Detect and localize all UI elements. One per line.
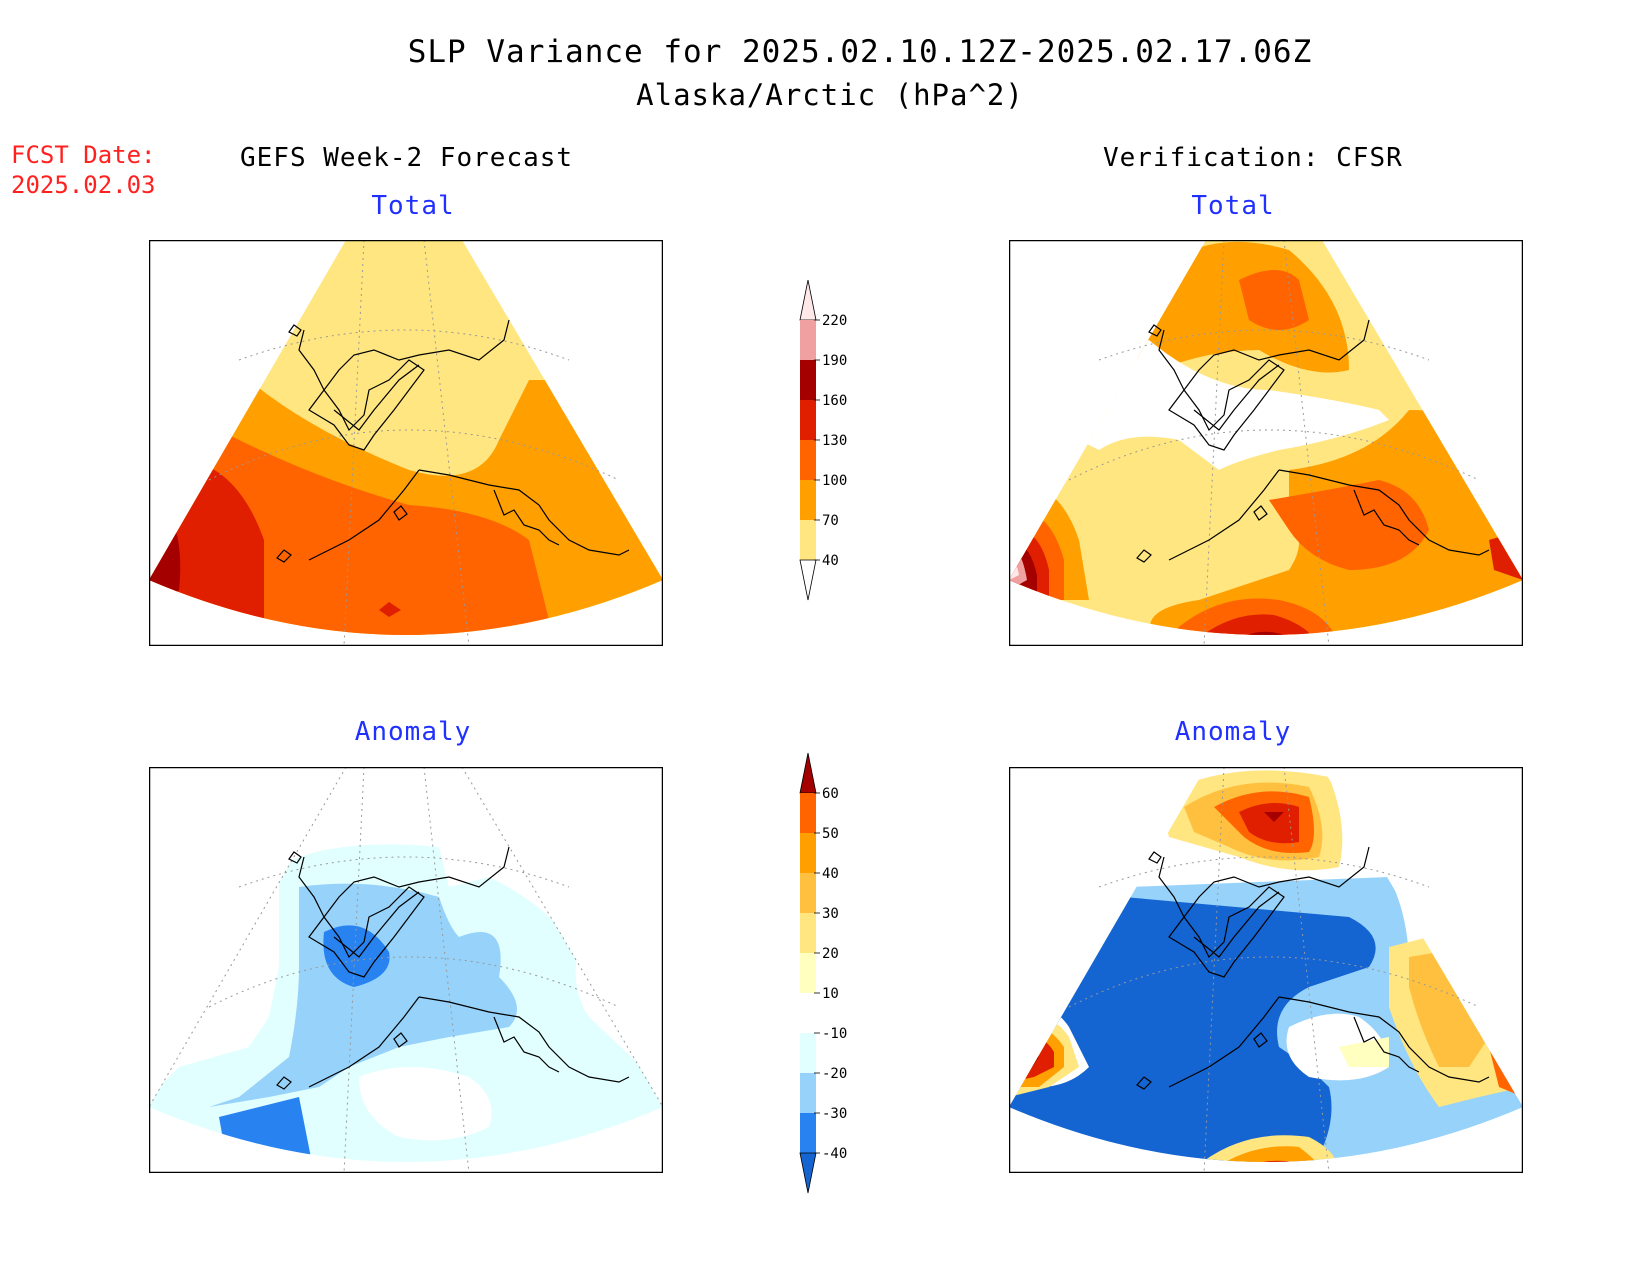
anomaly-colorbar: -40 -30 -20 -10 10 20 30 40 50 60: [790, 748, 870, 1198]
anomaly-colorbar-segment: [800, 873, 816, 913]
total-colorbar-tick-label: 190: [822, 353, 847, 369]
anomaly-colorbar-tick-label: 50: [822, 826, 839, 842]
total-colorbar-tick-label: 160: [822, 393, 847, 409]
anomaly-colorbar-bottom-arrow: [799, 1152, 817, 1194]
forecast-date-label: FCST Date:: [11, 141, 156, 169]
anomaly-colorbar-segment: [800, 793, 816, 833]
forecast-anomaly-map: [149, 767, 663, 1173]
forecast-anomaly-label: Anomaly: [354, 717, 472, 747]
verification-anomaly-map: [1009, 767, 1523, 1173]
total-colorbar-tick-label: 100: [822, 473, 847, 489]
anomaly-colorbar-tick-label: 10: [822, 986, 839, 1002]
total-colorbar-segment: [800, 480, 816, 520]
anomaly-colorbar-tick-label: 20: [822, 946, 839, 962]
chart-subtitle: Alaska/Arctic (hPa^2): [636, 78, 1024, 112]
total-colorbar: 40 70 100 130 160 190 220: [790, 280, 870, 610]
anomaly-colorbar-tick-label: -10: [822, 1026, 847, 1042]
chart-title: SLP Variance for 2025.02.10.12Z-2025.02.…: [407, 34, 1313, 70]
verification-total-map: [1009, 240, 1523, 646]
column-heading-verification: Verification: CFSR: [1103, 143, 1403, 173]
anomaly-colorbar-segment: [800, 1033, 816, 1073]
anomaly-colorbar-tick-label: -40: [822, 1146, 847, 1162]
total-colorbar-bottom-arrow: [799, 559, 817, 601]
forecast-date-block: FCST Date: 2025.02.03: [11, 140, 156, 200]
total-colorbar-top-arrow: [799, 280, 817, 321]
total-colorbar-segment: [800, 400, 816, 440]
column-heading-forecast: GEFS Week-2 Forecast: [240, 143, 574, 173]
anomaly-colorbar-tick-label: -30: [822, 1106, 847, 1122]
anomaly-colorbar-tick-label: 40: [822, 866, 839, 882]
anomaly-colorbar-segment: [800, 833, 816, 873]
total-colorbar-tick-label: 220: [822, 313, 847, 329]
total-colorbar-segment: [800, 360, 816, 400]
anomaly-colorbar-tick-label: 30: [822, 906, 839, 922]
total-colorbar-segment: [800, 320, 816, 360]
forecast-total-map: [149, 240, 663, 646]
forecast-total-label: Total: [371, 191, 455, 221]
anomaly-colorbar-segment: [800, 993, 816, 1033]
anomaly-colorbar-segment: [800, 1073, 816, 1113]
anomaly-colorbar-tick-label: -20: [822, 1066, 847, 1082]
forecast-date-value: 2025.02.03: [11, 171, 156, 199]
total-colorbar-segment: [800, 520, 816, 560]
anomaly-colorbar-top-arrow: [799, 752, 817, 794]
total-colorbar-tick-label: 70: [822, 513, 839, 529]
total-colorbar-tick-label: 40: [822, 553, 839, 569]
total-colorbar-tick-label: 130: [822, 433, 847, 449]
total-colorbar-segment: [800, 440, 816, 480]
anomaly-colorbar-segment: [800, 953, 816, 993]
anomaly-colorbar-segment: [800, 913, 816, 953]
anomaly-colorbar-segment: [800, 1113, 816, 1153]
verification-anomaly-label: Anomaly: [1174, 717, 1292, 747]
anomaly-colorbar-tick-label: 60: [822, 786, 839, 802]
verification-total-label: Total: [1191, 191, 1275, 221]
